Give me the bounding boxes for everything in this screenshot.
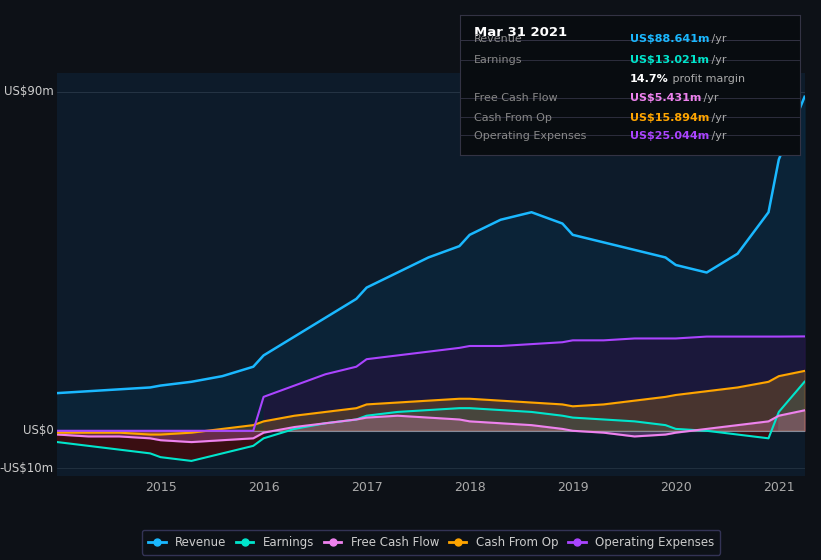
Text: Revenue: Revenue <box>474 34 522 44</box>
Legend: Revenue, Earnings, Free Cash Flow, Cash From Op, Operating Expenses: Revenue, Earnings, Free Cash Flow, Cash … <box>142 530 720 555</box>
Text: /yr: /yr <box>709 113 727 123</box>
Text: Operating Expenses: Operating Expenses <box>474 131 586 141</box>
Text: /yr: /yr <box>709 131 727 141</box>
Text: Mar 31 2021: Mar 31 2021 <box>474 26 566 39</box>
Text: US$5.431m: US$5.431m <box>630 93 701 103</box>
Text: US$13.021m: US$13.021m <box>630 55 709 66</box>
Text: US$90m: US$90m <box>4 85 53 98</box>
Text: /yr: /yr <box>700 93 719 103</box>
Text: US$88.641m: US$88.641m <box>630 34 709 44</box>
Text: /yr: /yr <box>709 34 727 44</box>
Text: US$25.044m: US$25.044m <box>630 131 709 141</box>
Text: 14.7%: 14.7% <box>630 73 669 83</box>
Text: US$15.894m: US$15.894m <box>630 113 709 123</box>
Text: profit margin: profit margin <box>669 73 745 83</box>
Text: Free Cash Flow: Free Cash Flow <box>474 93 557 103</box>
Text: Earnings: Earnings <box>474 55 522 66</box>
Text: US$0: US$0 <box>23 424 53 437</box>
Text: /yr: /yr <box>709 55 727 66</box>
Text: Cash From Op: Cash From Op <box>474 113 552 123</box>
Text: -US$10m: -US$10m <box>0 462 53 475</box>
